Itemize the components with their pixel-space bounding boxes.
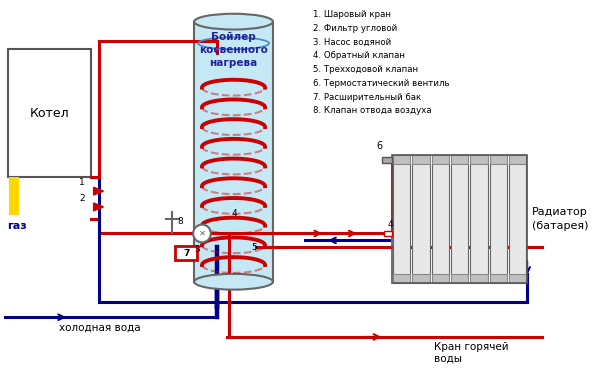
Bar (393, 155, 410, 164)
Bar (470, 274, 488, 283)
Text: 4: 4 (232, 209, 237, 218)
Text: газ: газ (7, 221, 26, 231)
Polygon shape (94, 203, 103, 211)
Bar (9, 177, 19, 215)
Bar (392, 155, 527, 283)
Bar (470, 155, 488, 164)
Text: 2. Фильтр угловой: 2. Фильтр угловой (313, 24, 398, 33)
Bar (8, 49, 91, 177)
Bar (384, 230, 392, 236)
Text: Котел: Котел (29, 107, 69, 120)
Text: Бойлер
косвенного
нагрева: Бойлер косвенного нагрева (199, 32, 268, 68)
Bar (382, 157, 392, 162)
Text: 6. Термостатический вентиль: 6. Термостатический вентиль (313, 79, 450, 88)
Bar (412, 162, 430, 275)
Bar (509, 155, 526, 164)
Bar (412, 155, 430, 164)
Bar (393, 274, 410, 283)
Text: 3: 3 (194, 245, 200, 254)
Bar (432, 162, 449, 275)
Bar (470, 162, 488, 275)
Text: 4: 4 (387, 220, 393, 229)
Ellipse shape (194, 274, 273, 290)
Polygon shape (94, 187, 103, 195)
Bar (490, 274, 507, 283)
Text: 5. Трехходовой клапан: 5. Трехходовой клапан (313, 65, 418, 74)
Text: 1. Шаровый кран: 1. Шаровый кран (313, 10, 391, 19)
Bar (451, 274, 469, 283)
Text: 7: 7 (183, 249, 190, 258)
Text: 4. Обратный клапан: 4. Обратный клапан (313, 51, 406, 60)
Bar (490, 162, 507, 275)
Bar (412, 274, 430, 283)
Text: ✕: ✕ (199, 229, 205, 238)
Text: 2: 2 (79, 194, 85, 204)
Text: 3. Насос водяной: 3. Насос водяной (313, 37, 392, 46)
Text: холодная вода: холодная вода (59, 322, 141, 332)
Bar (432, 155, 449, 164)
Bar (509, 162, 526, 275)
Bar (194, 22, 273, 282)
Text: Радиатор
(батарея): Радиатор (батарея) (532, 207, 589, 231)
Text: 6: 6 (376, 141, 382, 151)
Bar (175, 246, 197, 260)
Text: 8: 8 (178, 217, 183, 226)
Bar (451, 155, 469, 164)
Text: 7. Расширительный бак: 7. Расширительный бак (313, 93, 422, 102)
Text: 1: 1 (79, 178, 85, 187)
Bar (194, 22, 273, 282)
Ellipse shape (194, 14, 273, 30)
Bar (451, 162, 469, 275)
Bar (432, 274, 449, 283)
Circle shape (193, 224, 211, 242)
Bar (490, 155, 507, 164)
Text: Кран горячей
воды: Кран горячей воды (434, 342, 508, 364)
Bar (393, 162, 410, 275)
Text: 5: 5 (251, 243, 257, 252)
Text: 8. Клапан отвода воздуха: 8. Клапан отвода воздуха (313, 106, 432, 115)
Bar (509, 274, 526, 283)
